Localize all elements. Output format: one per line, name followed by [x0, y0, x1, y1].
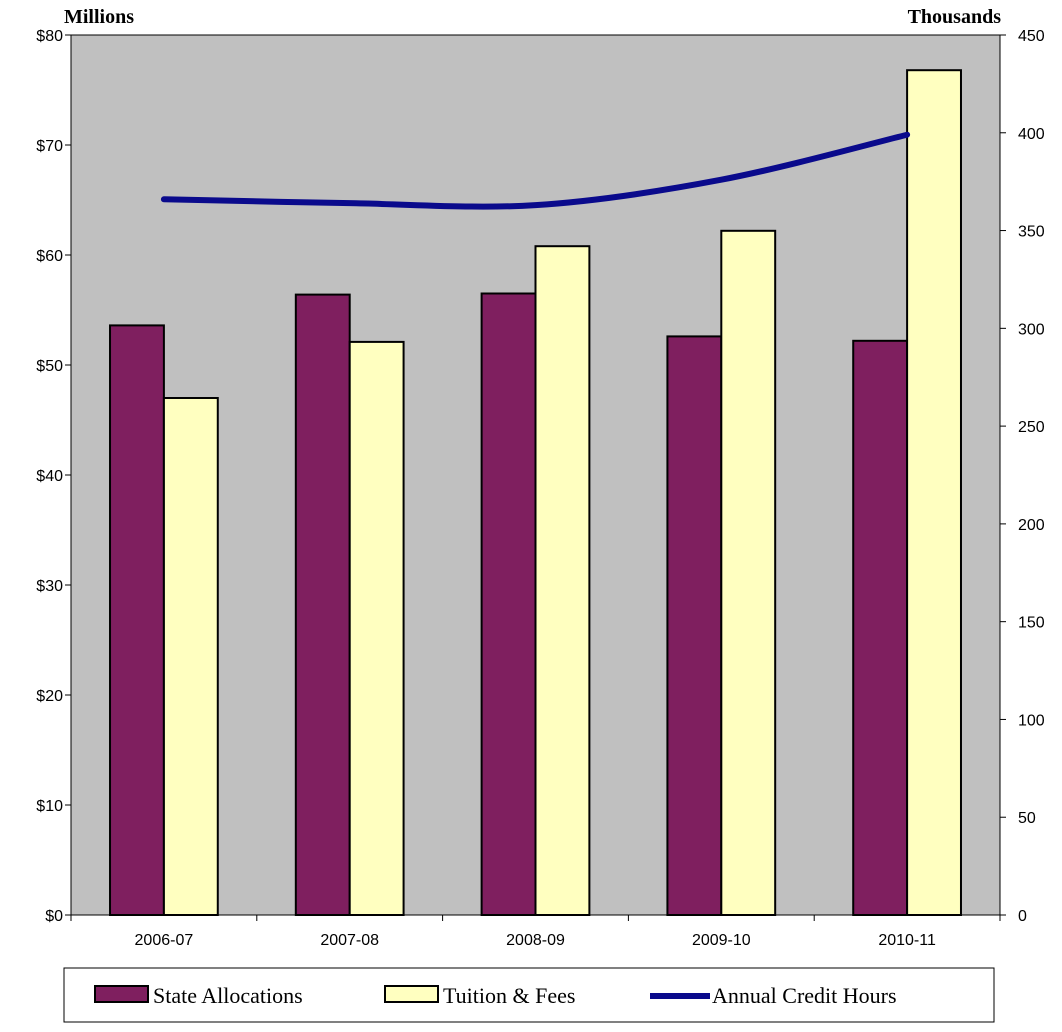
- bar-state-allocations: [480, 292, 537, 916]
- legend-label-annual-credit-hours: Annual Credit Hours: [712, 983, 897, 1008]
- right-axis-tick-label: 100: [1018, 712, 1045, 729]
- bar-tuition-fees: [534, 245, 591, 916]
- left-axis-tick-label: $50: [36, 358, 63, 375]
- bar-state-allocations: [109, 324, 165, 916]
- left-axis-tick-label: $70: [36, 138, 63, 155]
- right-axis-tick-label: 450: [1018, 28, 1045, 45]
- x-axis-category-label: 2008-09: [506, 932, 565, 949]
- x-axis-category-label: 2010-11: [878, 932, 936, 949]
- x-axis-category-label: 2006-07: [135, 932, 194, 949]
- left-axis-tick-label: $30: [36, 578, 63, 595]
- right-axis-tick-label: 50: [1018, 810, 1036, 827]
- left-axis-tick-label: $60: [36, 248, 63, 265]
- bar-state-allocations: [666, 335, 723, 916]
- bar-state-allocations: [294, 293, 351, 917]
- right-axis-tick-label: 400: [1018, 126, 1045, 143]
- legend-box: [63, 967, 995, 1023]
- right-axis-tick-label: 150: [1018, 615, 1045, 632]
- right-axis-tick-label: 250: [1018, 419, 1045, 436]
- left-axis-tick-label: $40: [36, 468, 63, 485]
- left-axis-tick-label: $10: [36, 798, 63, 815]
- line-annual-credit-hours: [160, 131, 911, 210]
- legend-swatch-state-allocations: [94, 985, 149, 1003]
- x-axis-category-label: 2007-08: [320, 932, 379, 949]
- left-axis-tick-label: $0: [45, 908, 63, 925]
- bar-tuition-fees: [162, 397, 219, 916]
- left-axis-unit-label: Millions: [64, 6, 134, 28]
- right-axis-tick-label: 300: [1018, 321, 1045, 338]
- legend-label-state-allocations: State Allocations: [153, 983, 303, 1008]
- bar-state-allocations: [852, 339, 909, 916]
- right-axis-tick-label: 350: [1018, 224, 1045, 241]
- left-axis-tick-label: $20: [36, 688, 63, 705]
- right-axis-unit-label: Thousands: [908, 6, 1002, 28]
- bar-tuition-fees: [348, 340, 405, 916]
- x-axis-category-label: 2009-10: [692, 932, 751, 949]
- left-axis-tick-label: $80: [36, 28, 63, 45]
- legend-label-tuition-fees: Tuition & Fees: [443, 983, 575, 1008]
- bar-tuition-fees: [906, 69, 962, 916]
- right-axis-tick-label: 0: [1018, 908, 1027, 925]
- bar-tuition-fees: [720, 229, 777, 917]
- legend-swatch-tuition-fees: [384, 985, 439, 1003]
- legend: State Allocations Tuition & Fees Annual …: [63, 967, 995, 1023]
- right-axis-tick-label: 200: [1018, 517, 1045, 534]
